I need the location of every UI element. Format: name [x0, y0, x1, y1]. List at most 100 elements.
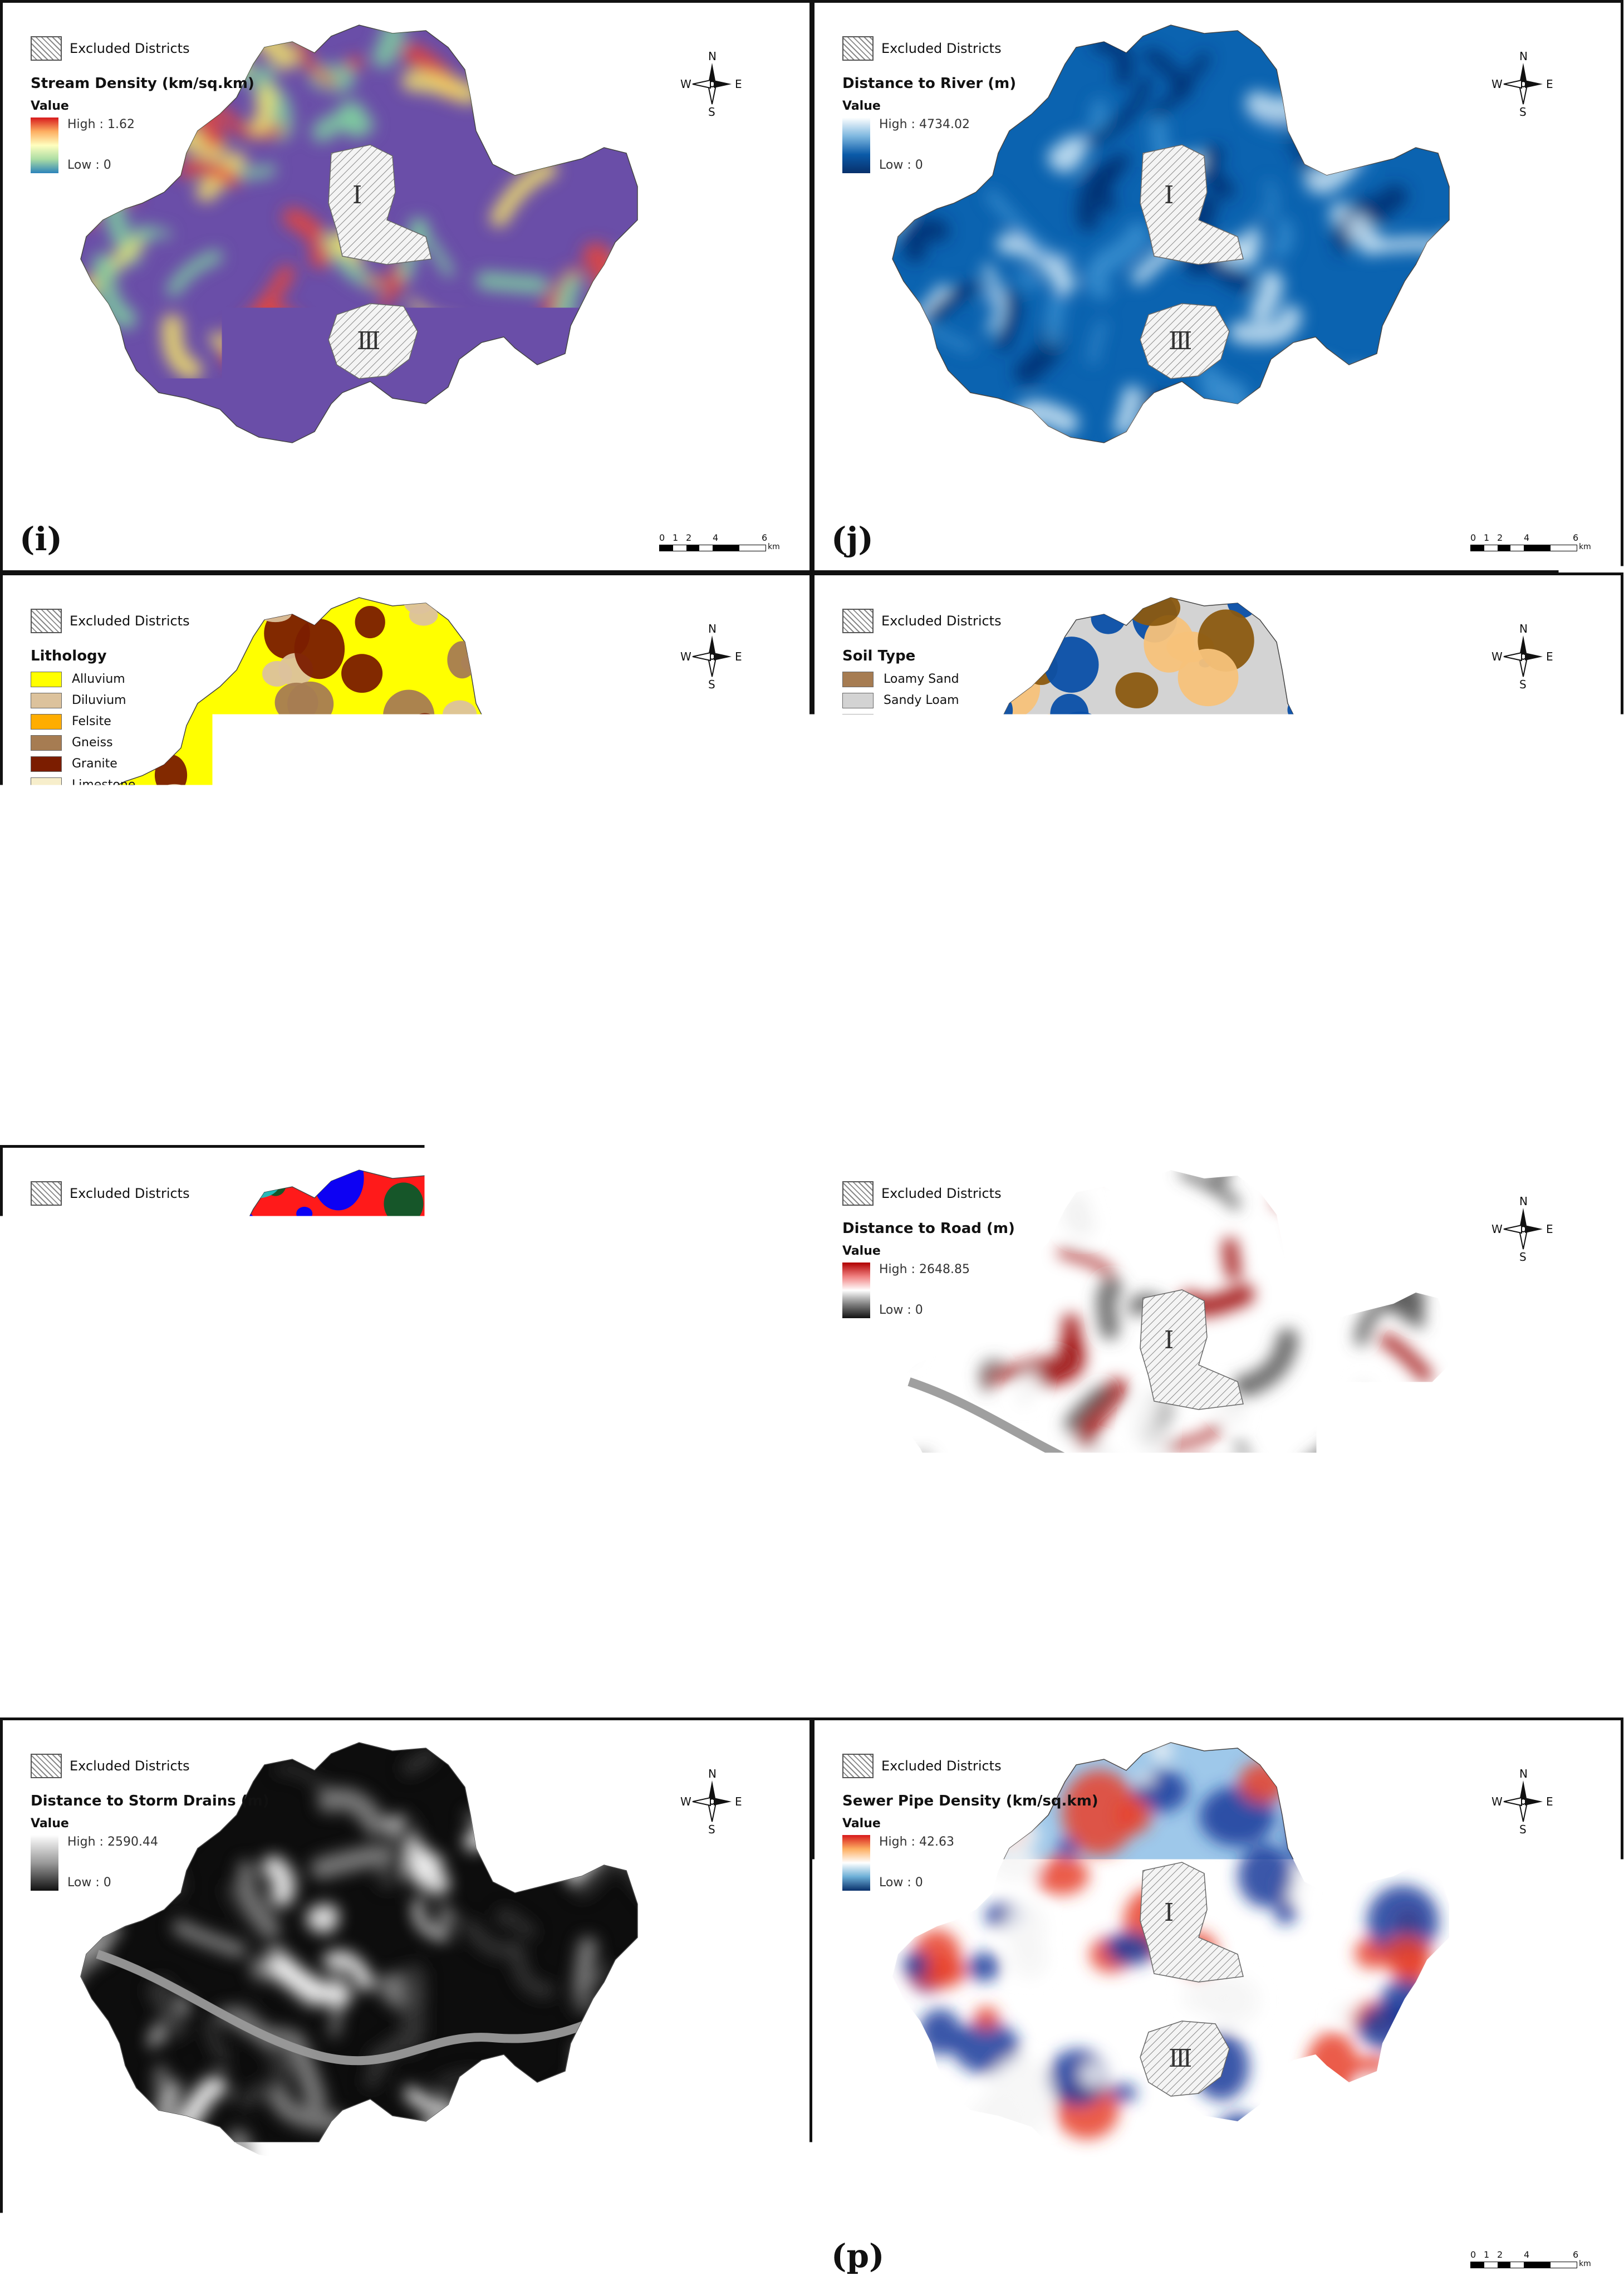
- scale-tick: 0: [1470, 1677, 1476, 1688]
- compass-e: E: [735, 1222, 742, 1236]
- scale-tick: 1: [1484, 1105, 1489, 1115]
- legend-swatch: [31, 777, 62, 793]
- ramp-high: High : 2648.85: [879, 1263, 970, 1277]
- compass-w: W: [680, 1222, 691, 1236]
- legend-swatch: [31, 756, 62, 772]
- legend-item: Loamy Sand: [842, 672, 1002, 687]
- excluded-label: Excluded Districts: [70, 1758, 190, 1774]
- map-panel-k: Excluded Districts Lithology Alluvium Di…: [0, 572, 812, 1146]
- legend: Excluded Districts Distance to River (m)…: [842, 36, 1016, 173]
- scale-tick: 1: [673, 532, 678, 543]
- legend-item: Grassland: [31, 1308, 190, 1323]
- scale-tick: 2: [686, 532, 691, 543]
- legend-swatch: [31, 672, 62, 687]
- panel-label: (m): [19, 1665, 84, 1703]
- value-label: Value: [842, 99, 1016, 114]
- scale-bar-graphic: [1470, 1690, 1577, 1696]
- legend-item: Agricultural: [31, 1265, 190, 1281]
- scale-unit: km: [768, 1115, 780, 1124]
- hatch-swatch: [842, 1754, 874, 1778]
- scale-tick: 6: [762, 1677, 767, 1688]
- ramp-high: High : 1.62: [67, 118, 135, 132]
- district-label-center: Ⅲ: [357, 899, 380, 928]
- excluded-legend: Excluded Districts: [842, 1754, 1098, 1778]
- compass-s: S: [708, 105, 715, 119]
- legend-swatch: [31, 1371, 62, 1387]
- north-arrow-icon: N S W E: [1493, 53, 1554, 120]
- ramp-low: Low : 0: [879, 1876, 954, 1890]
- scale-tick: 4: [713, 1677, 718, 1688]
- scale-bar: 012 4 6 km: [659, 532, 776, 555]
- legend-swatch: [31, 1350, 62, 1366]
- compass-s: S: [1519, 678, 1527, 691]
- scale-tick: 2: [686, 2249, 691, 2260]
- legend-title: Sewer Pipe Density (km/sq.km): [842, 1793, 1098, 1810]
- scale-tick: 1: [1484, 2249, 1489, 2260]
- scale-tick: 6: [1573, 1677, 1578, 1688]
- legend-swatch: [842, 777, 874, 793]
- excluded-legend: Excluded Districts: [842, 609, 1002, 633]
- scale-tick: 6: [762, 532, 767, 543]
- legend-swatch: [842, 735, 874, 751]
- legend-item-label: Built-up Areas: [72, 1245, 158, 1259]
- excluded-label: Excluded Districts: [70, 1186, 190, 1202]
- legend-item: Silty Clay Loam: [842, 756, 1002, 772]
- scale-bar: 012 4 6 km: [1470, 532, 1587, 555]
- legend-item-label: Forest lands: [72, 1287, 146, 1301]
- district-label-center: Ⅲ: [1169, 1472, 1192, 1500]
- compass-w: W: [680, 77, 691, 91]
- excluded-label: Excluded Districts: [881, 1758, 1002, 1774]
- hatch-swatch: [31, 36, 62, 61]
- compass-w: W: [680, 650, 691, 663]
- compass-n: N: [1519, 1195, 1528, 1208]
- scale-tick: 1: [673, 1105, 678, 1115]
- map-panel-p: Excluded Districts Sewer Pipe Density (k…: [812, 1718, 1623, 2290]
- legend-item: Bare land: [31, 1350, 190, 1366]
- legend-item-label: Granite: [72, 757, 117, 771]
- district-label-north: Ⅰ: [352, 181, 362, 209]
- legend-swatch: [31, 735, 62, 751]
- legend-swatch: [31, 1329, 62, 1344]
- ramp-bar: [31, 118, 58, 173]
- legend-item: Alluvium: [31, 672, 190, 687]
- color-ramp: High : 2590.44 Low : 0: [31, 1835, 269, 1891]
- compass-w: W: [1491, 1795, 1503, 1808]
- legend-item: Felsite: [31, 714, 190, 730]
- legend: Excluded Districts Distance to Road (m) …: [842, 1181, 1015, 1318]
- scale-tick: 1: [673, 1677, 678, 1688]
- scale-tick: 6: [1573, 532, 1578, 543]
- legend-item: Schist: [31, 799, 190, 814]
- scale-tick: 4: [713, 2249, 718, 2260]
- district-label-north: Ⅰ: [1164, 1898, 1174, 1927]
- ramp-bar: [842, 1263, 870, 1318]
- compass-n: N: [1519, 50, 1528, 63]
- ramp-bar: [842, 1835, 870, 1891]
- compass-e: E: [735, 77, 742, 91]
- legend-swatch: [31, 1308, 62, 1323]
- category-list: Built-up Areas Agricultural Forest lands…: [31, 1244, 190, 1387]
- legend-item-label: Limestone: [72, 778, 135, 792]
- north-arrow-icon: N S W E: [681, 1770, 743, 1837]
- legend-swatch: [842, 693, 874, 708]
- legend-swatch: [31, 820, 62, 835]
- compass-s: S: [708, 1823, 715, 1836]
- ramp-high: High : 42.63: [879, 1835, 954, 1849]
- scale-unit: km: [1579, 2259, 1591, 2268]
- district-label-north: Ⅰ: [352, 753, 362, 782]
- legend-item: Diluvium: [31, 693, 190, 708]
- legend-title: Distance to Storm Drains (m): [31, 1793, 269, 1810]
- legend: Excluded Districts Land Use Built-up Are…: [31, 1181, 190, 1387]
- scale-unit: km: [1579, 1687, 1591, 1696]
- scale-tick: 6: [762, 2249, 767, 2260]
- compass-e: E: [1546, 77, 1553, 91]
- legend-item: Dyke: [31, 820, 190, 835]
- compass-n: N: [1519, 622, 1528, 635]
- scale-unit: km: [1579, 542, 1591, 551]
- scale-tick: 0: [659, 1677, 665, 1688]
- scale-bar: 012 4 6 km: [1470, 1677, 1587, 1700]
- scale-tick: 1: [1484, 1677, 1489, 1688]
- map-panel-j: Excluded Districts Distance to River (m)…: [812, 0, 1623, 573]
- map-panel-m: Excluded Districts Land Use Built-up Are…: [0, 1145, 812, 1718]
- legend-item: Built-up Areas: [31, 1244, 190, 1260]
- scale-tick: 6: [1573, 2249, 1578, 2260]
